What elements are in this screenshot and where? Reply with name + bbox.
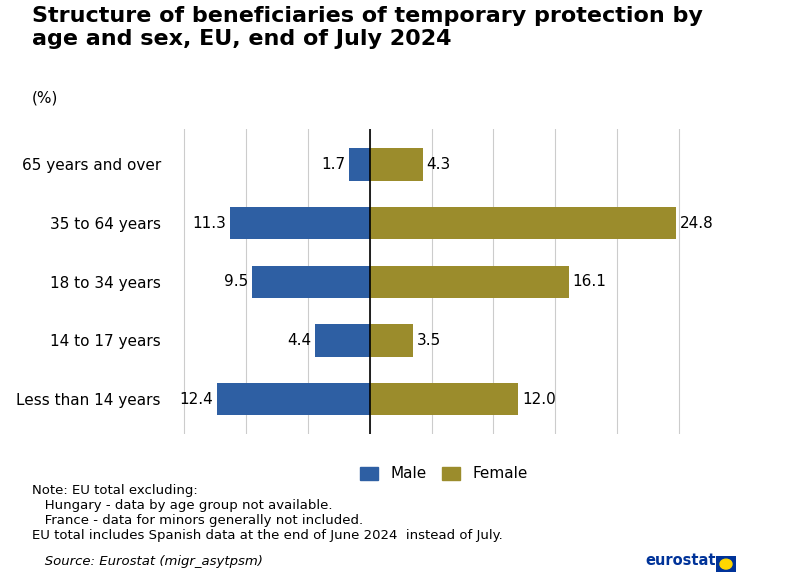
Bar — [370, 207, 677, 239]
Text: Note: EU total excluding:
   Hungary - data by age group not available.
   Franc: Note: EU total excluding: Hungary - data… — [32, 484, 502, 542]
Text: 24.8: 24.8 — [680, 215, 714, 231]
Bar — [370, 324, 413, 356]
Legend: Male, Female: Male, Female — [360, 467, 528, 481]
Bar — [217, 383, 370, 416]
Text: 1.7: 1.7 — [321, 157, 345, 172]
Text: Source: Eurostat (migr_asytpsm): Source: Eurostat (migr_asytpsm) — [32, 555, 263, 568]
Text: eurostat: eurostat — [646, 553, 716, 568]
Bar — [370, 148, 423, 180]
Text: 4.3: 4.3 — [426, 157, 451, 172]
Text: 4.4: 4.4 — [287, 333, 312, 348]
Bar — [230, 207, 370, 239]
Bar — [370, 265, 569, 298]
Text: 16.1: 16.1 — [573, 274, 606, 289]
Text: 9.5: 9.5 — [225, 274, 249, 289]
Bar — [370, 383, 518, 416]
Text: Structure of beneficiaries of temporary protection by
age and sex, EU, end of Ju: Structure of beneficiaries of temporary … — [32, 6, 703, 49]
Text: 3.5: 3.5 — [417, 333, 441, 348]
Text: 12.0: 12.0 — [522, 392, 556, 407]
Text: 12.4: 12.4 — [179, 392, 213, 407]
Text: (%): (%) — [32, 91, 58, 106]
Bar — [252, 265, 370, 298]
Circle shape — [720, 559, 732, 569]
Bar — [315, 324, 370, 356]
Bar — [349, 148, 370, 180]
Text: 11.3: 11.3 — [193, 215, 226, 231]
